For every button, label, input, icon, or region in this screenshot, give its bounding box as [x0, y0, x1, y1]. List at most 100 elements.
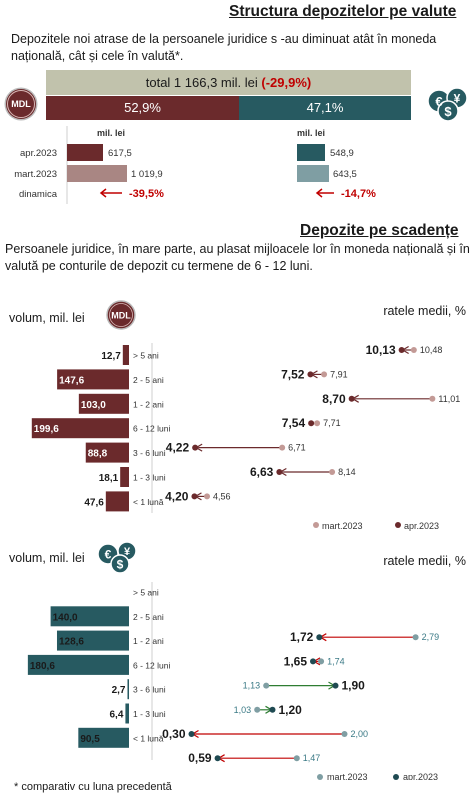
- rate-label-apr: 1,20: [279, 703, 303, 717]
- rate-label-apr: 7,52: [281, 367, 305, 381]
- share-mdl-segment: 52,9%: [46, 96, 240, 120]
- svg-text:€: €: [435, 94, 442, 109]
- category-label: 1 - 3 luni: [133, 709, 166, 719]
- legend-fx: mart.2023 apr.2023: [317, 772, 438, 780]
- rate-dot-mart: [254, 706, 261, 713]
- rates-title-fx: ratele medii, %: [383, 554, 466, 568]
- maturity-chart-mdl: volum, mil. lei MDL ratele medii, % > 5 …: [9, 300, 466, 531]
- bar-mdl-mart: [67, 165, 127, 182]
- share-bar: 52,9% 47,1%: [46, 96, 411, 120]
- volume-bar: [57, 369, 129, 390]
- rate-label-apr: 1,90: [342, 679, 366, 693]
- volume-bar: [120, 467, 129, 487]
- volume-bar: [105, 491, 129, 512]
- value-mdl-mart: 1 019,9: [131, 169, 163, 180]
- legend-marker-apr-fx: [393, 774, 399, 780]
- category-label: < 1 lună: [133, 497, 164, 507]
- category-label: 6 - 12 luni: [133, 424, 170, 434]
- mdl-badge-icon-2: MDL: [106, 300, 136, 330]
- value-fx-apr: 548,9: [330, 148, 354, 159]
- volume-value-label: 199,6: [34, 424, 59, 435]
- rate-label-apr: 0,59: [188, 751, 212, 765]
- category-label: 3 - 6 luni: [133, 685, 166, 695]
- volume-value-label: 18,1: [99, 473, 119, 484]
- volume-value-label: 90,5: [80, 734, 100, 745]
- volume-axis-label-mdl: volum, mil. lei: [9, 311, 85, 325]
- rate-dot-apr: [307, 371, 314, 378]
- rate-label-mart: 6,71: [288, 443, 306, 453]
- volume-value-label: 47,6: [84, 497, 104, 508]
- rate-label-mart: 7,91: [330, 369, 348, 379]
- rate-label-apr: 6,63: [250, 465, 274, 479]
- volume-value-label: 147,6: [59, 375, 84, 386]
- footnote: * comparativ cu luna precedentă: [14, 781, 172, 793]
- legend-label-apr-fx: apr.2023: [403, 772, 438, 780]
- volume-bar: [85, 442, 129, 463]
- svg-text:¥: ¥: [124, 546, 131, 558]
- volume-bar: [127, 679, 129, 700]
- rate-dot-apr: [276, 469, 283, 475]
- legend-label-apr-mdl: apr.2023: [404, 521, 439, 531]
- volume-value-label: 6,4: [110, 710, 124, 721]
- volume-value-label: 2,7: [112, 685, 126, 696]
- mdl-badge-icon: MDL: [6, 89, 36, 119]
- legend-marker-apr-mdl: [395, 522, 401, 528]
- rate-label-mart: 1,47: [303, 753, 321, 763]
- rate-label-mart: 2,00: [351, 729, 369, 739]
- currency-comparison-chart: mil. lei mil. lei apr.2023 mart.2023 din…: [14, 126, 376, 204]
- row-label-dinamica: dinamica: [19, 189, 58, 200]
- rate-label-mart: 10,48: [420, 345, 443, 355]
- volume-bar: [78, 727, 129, 748]
- currency-coins-icon-2: € ¥ $: [97, 541, 137, 574]
- volume-value-label: 12,7: [101, 351, 121, 362]
- unit-label-mdl: mil. lei: [97, 128, 125, 138]
- rate-label-apr: 1,65: [284, 654, 308, 668]
- rate-dot-apr: [332, 682, 339, 689]
- legend-label-mart-mdl: mart.2023: [322, 521, 363, 531]
- category-label: 3 - 6 luni: [133, 448, 166, 458]
- volume-bar: [122, 345, 129, 365]
- category-label: > 5 ani: [133, 351, 159, 361]
- bar-fx-apr: [297, 144, 325, 161]
- rate-label-mart: 1,03: [234, 705, 252, 715]
- total-label: total 1 166,3 mil. lei: [145, 75, 258, 90]
- volume-value-label: 140,0: [53, 612, 78, 623]
- volume-bar: [56, 630, 129, 651]
- rate-dot-apr: [191, 493, 198, 500]
- rate-label-mart: 4,56: [213, 491, 231, 501]
- volume-bar: [31, 418, 129, 439]
- legend-marker-mart-mdl: [313, 522, 319, 528]
- section-title-maturity: Depozite pe scadențe: [300, 222, 459, 239]
- rate-label-mart: 7,71: [323, 418, 341, 428]
- value-fx-mart: 643,5: [333, 169, 357, 180]
- row-label-mart: mart.2023: [14, 169, 57, 180]
- rate-dot-apr: [398, 347, 405, 353]
- value-mdl-apr: 617,5: [108, 148, 132, 159]
- volume-value-label: 103,0: [81, 400, 106, 411]
- rate-dot-mart: [321, 371, 328, 378]
- rate-label-mart: 1,74: [327, 656, 345, 666]
- maturity-chart-fx: volum, mil. lei € ¥ $ ratele medii, % > …: [9, 541, 466, 780]
- rate-label-apr: 8,70: [322, 392, 346, 406]
- rate-dot-mart: [412, 634, 419, 641]
- rate-dot-apr: [316, 634, 323, 641]
- rate-label-apr: 0,30: [162, 727, 186, 741]
- legend-marker-mart-fx: [317, 774, 323, 780]
- volume-bar: [78, 393, 129, 414]
- rate-dot-mart: [429, 395, 436, 402]
- change-mdl: -39,5%: [129, 188, 164, 200]
- rate-label-mart: 2,79: [422, 632, 440, 642]
- rate-dot-apr: [214, 755, 221, 762]
- volume-value-label: 128,6: [59, 637, 84, 648]
- svg-text:$: $: [117, 558, 124, 572]
- category-label: 1 - 2 ani: [133, 636, 164, 646]
- rate-dot-mart: [204, 493, 211, 500]
- bar-mdl-apr: [67, 144, 103, 161]
- category-label: 1 - 2 ani: [133, 399, 164, 409]
- mdl-badge-text: MDL: [7, 90, 35, 118]
- volume-value-label: 180,6: [30, 661, 55, 672]
- intro-text-maturity: Persoanele juridice, în mare parte, au p…: [5, 242, 470, 273]
- category-label: 6 - 12 luni: [133, 660, 170, 670]
- rate-label-apr: 10,13: [366, 343, 396, 357]
- volume-axis-label-fx: volum, mil. lei: [9, 551, 85, 565]
